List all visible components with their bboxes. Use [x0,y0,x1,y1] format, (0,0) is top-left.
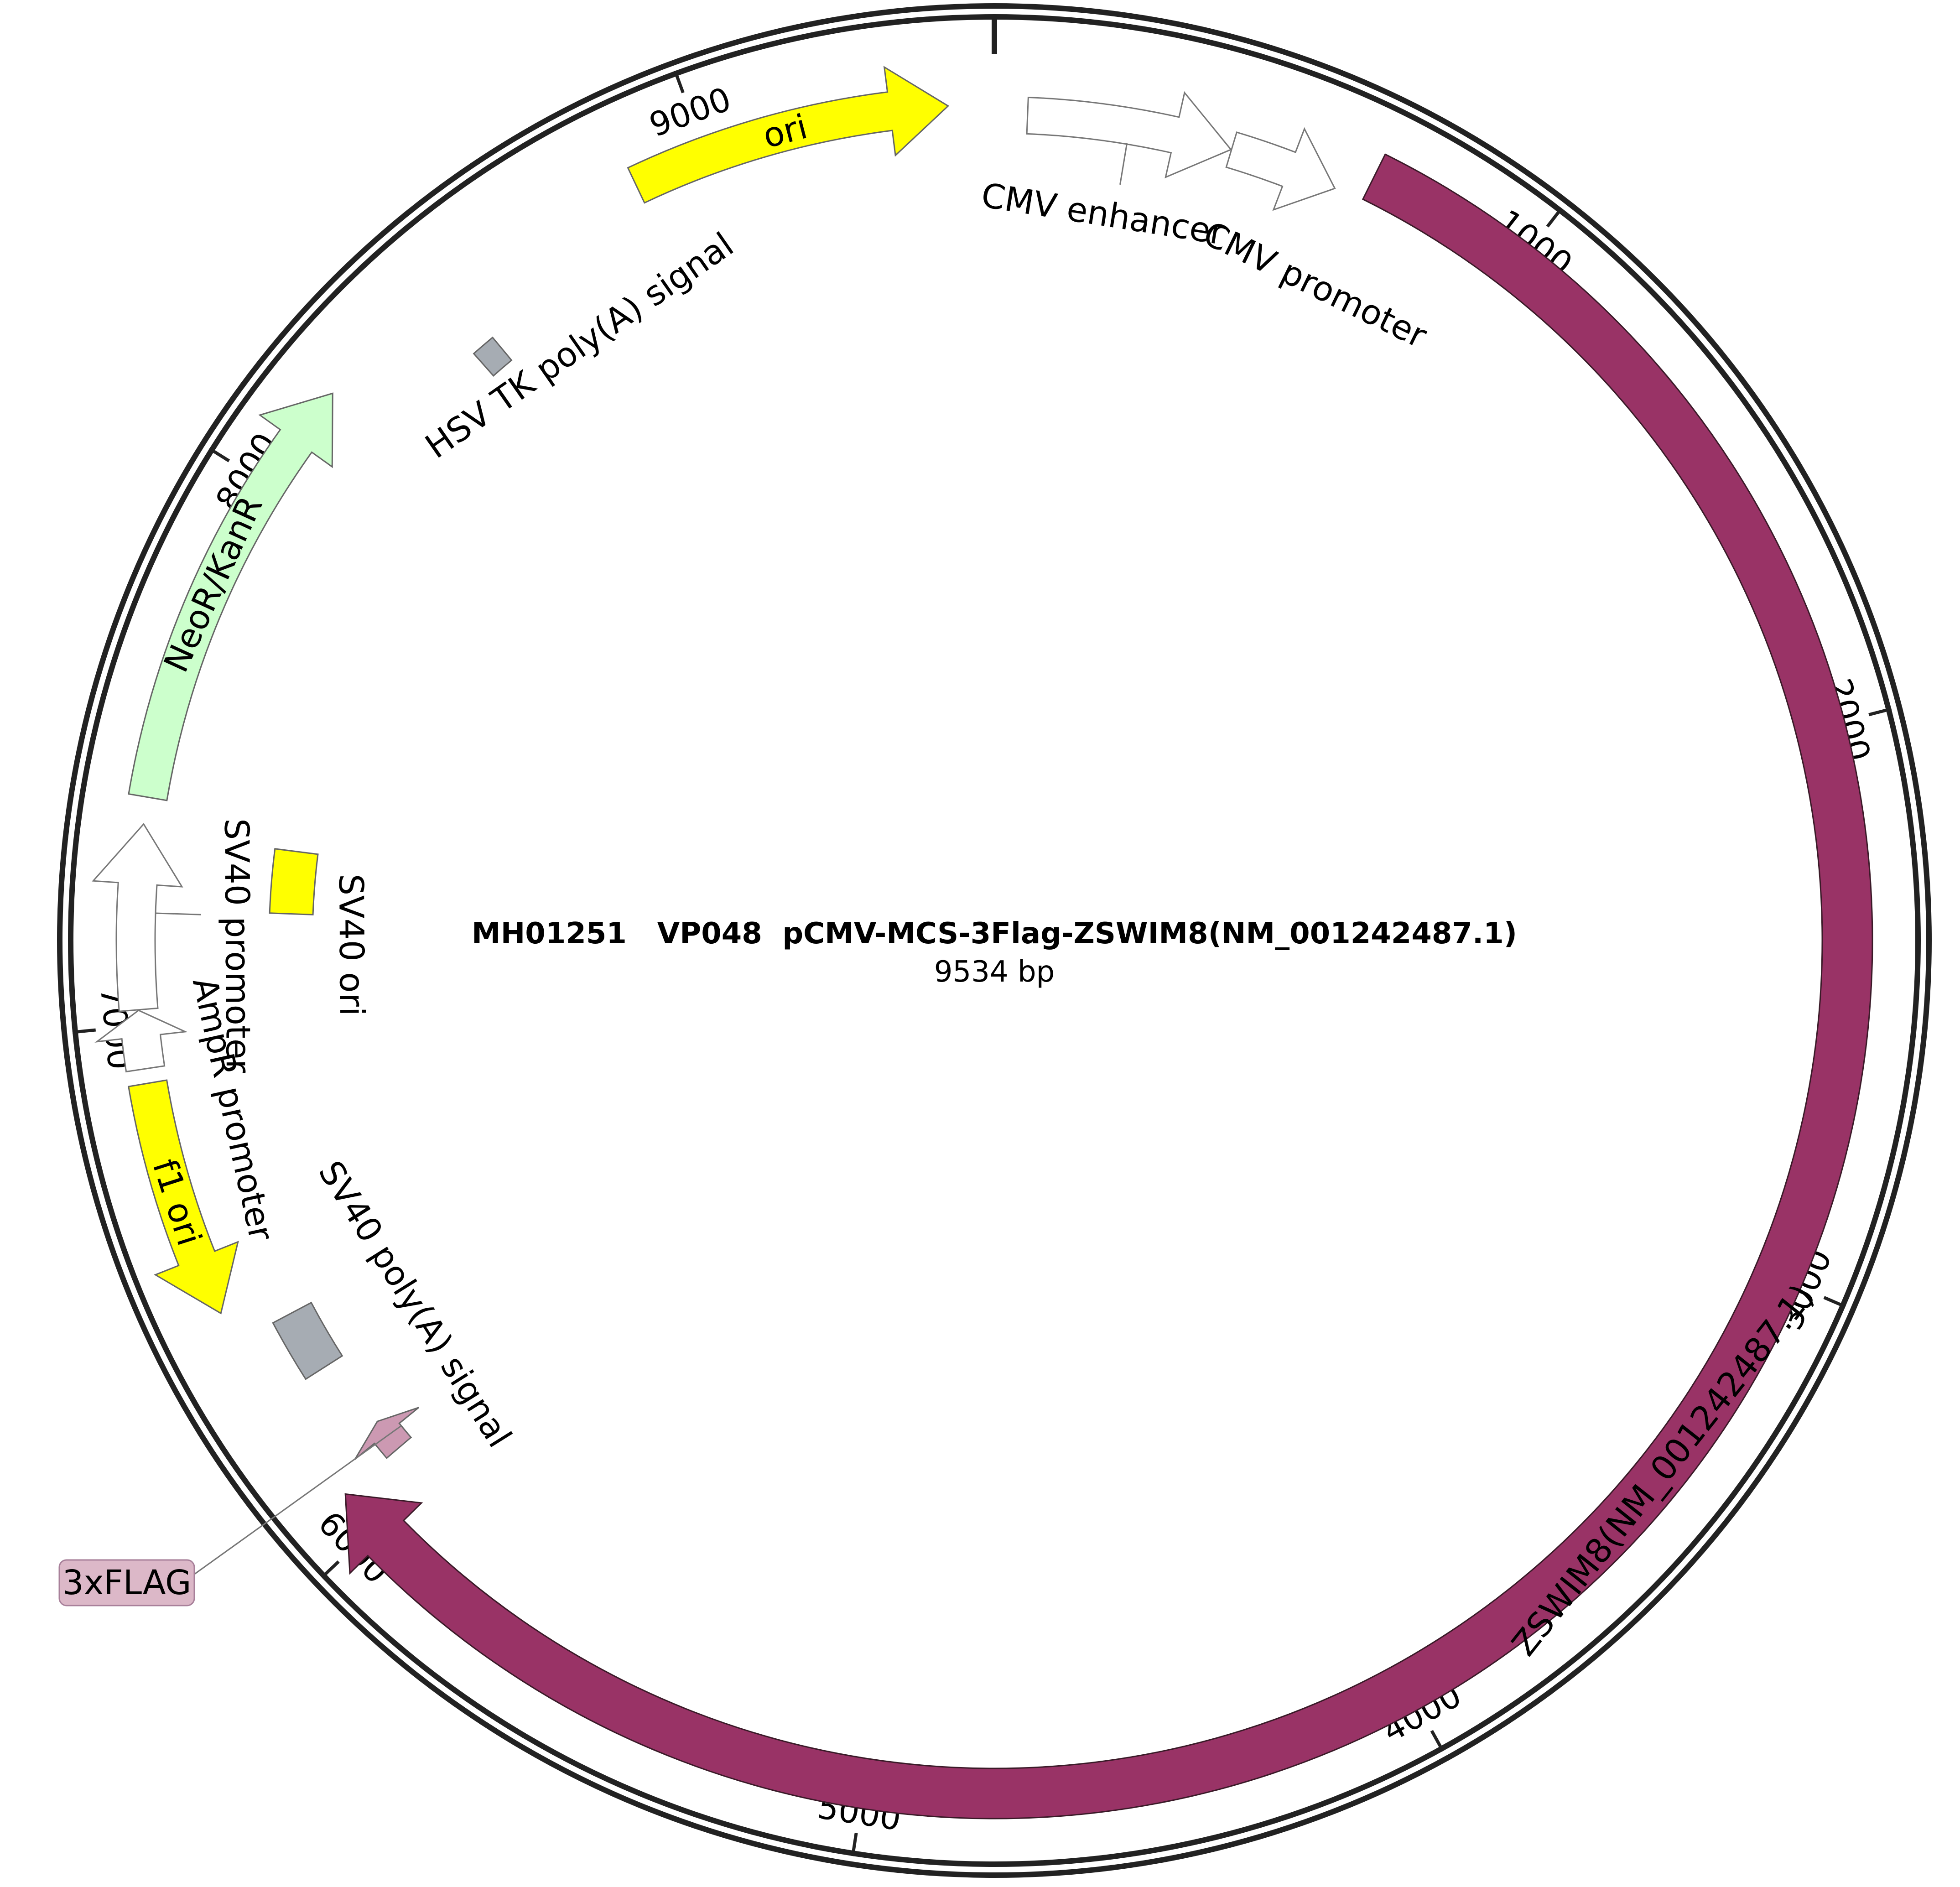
tick-mark [673,70,685,94]
tick-mark [320,1560,340,1579]
zswim8-label: ZSWIM8(NM_001242487.1) [1504,1277,1822,1663]
sv40-ori-label: SV40 ori [331,874,371,1016]
3xflag-leader-line [193,1425,402,1575]
plasmid-length: 9534 bp [934,955,1055,989]
hsv-tk-polya-feature [473,336,513,377]
ori-feature [627,66,950,204]
backbone-outer-ring [57,3,1932,1878]
cmv-promoter-feature [1225,127,1336,211]
zswim8-feature [344,153,1873,1819]
sv40-promoter-label: SV40 promoter [217,818,258,1074]
tick-mark [72,1028,96,1034]
tick-mark [1868,707,1892,717]
3xflag-callout-label: 3xFLAG [62,1563,191,1602]
sv40-promoter-leader-line [155,912,201,915]
3xflag-feature [354,1407,419,1460]
3xflag-callout: 3xFLAG [58,1425,402,1606]
tick-mark [1430,1730,1445,1752]
cmv-promoter-label: CMV promoter [1197,214,1433,356]
tick-mark [208,447,230,463]
plasmid-name: MH01251 VP048 pCMV-MCS-3Flag-ZSWIM8(NM_0… [472,917,1517,951]
sv40-promoter-feature [92,823,183,1012]
neor-kanr-feature [128,392,333,801]
tick-mark [851,1833,858,1856]
cmv-enhancer-label: CMV enhancer [979,176,1227,253]
cmv-enhancer-leader-line [1119,143,1128,185]
hsv-tk-polya-label: HSV TK poly(A) signal [418,225,741,466]
sv40-polya-feature [272,1301,343,1380]
tick-mark [1546,207,1563,228]
f1-ori-label: f1 ori [145,1154,209,1250]
3xflag-callout-box [58,1559,195,1606]
sv40-ori-feature [269,848,319,915]
tick-mark [1823,1296,1846,1308]
ampr-promoter-feature [94,1009,188,1073]
features-layer [92,66,1873,1819]
cmv-enhancer-feature [1026,91,1232,179]
f1-ori-feature [128,1079,239,1315]
